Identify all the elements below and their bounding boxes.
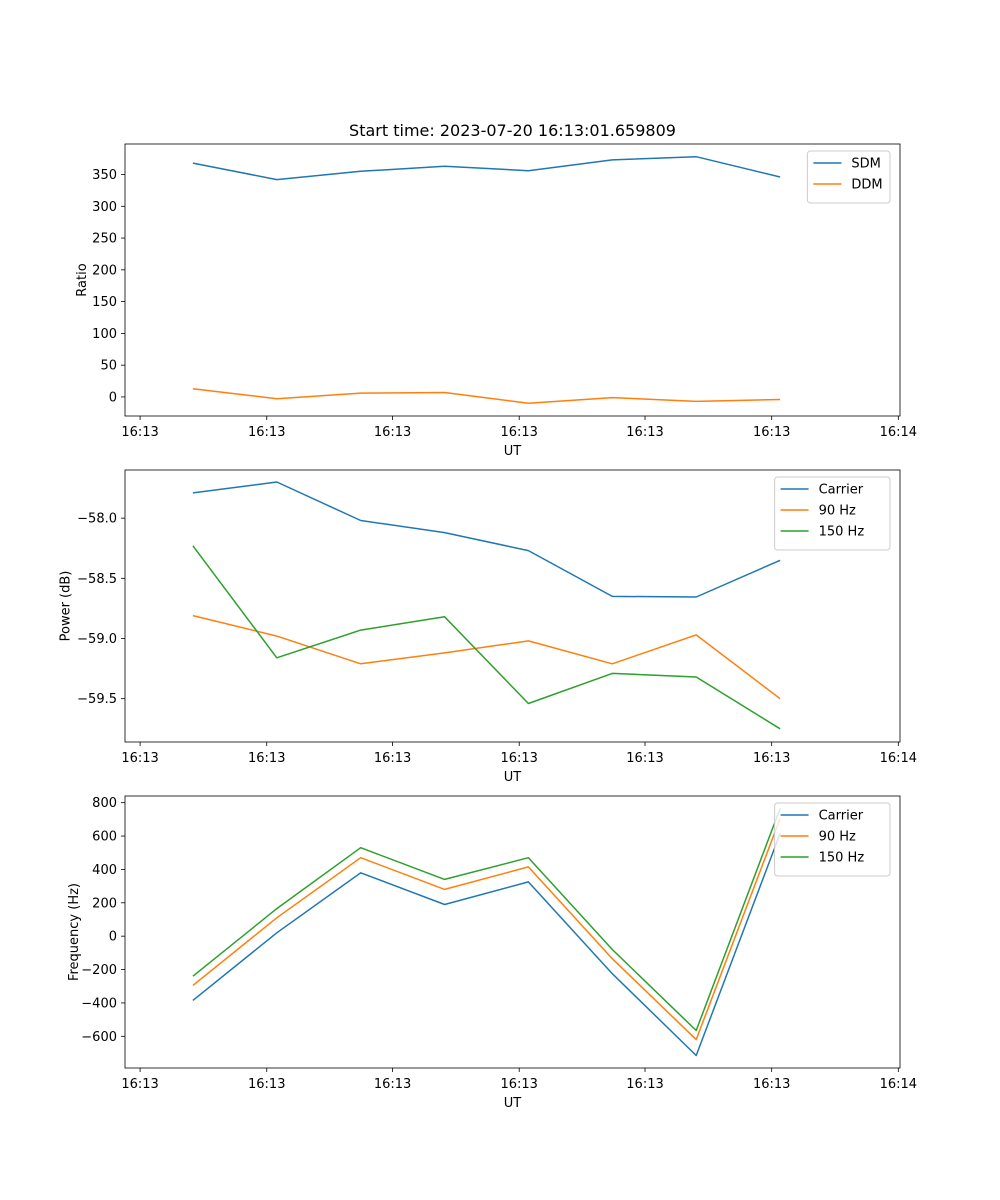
y-axis-label: Frequency (Hz) bbox=[67, 883, 82, 981]
y-tick-label: 0 bbox=[109, 930, 117, 945]
y-tick-label: 400 bbox=[92, 863, 117, 878]
x-tick-label: 16:13 bbox=[626, 425, 663, 440]
y-axis-label: Ratio bbox=[75, 263, 90, 296]
legend-label: 150 Hz bbox=[819, 851, 865, 866]
x-tick-label: 16:14 bbox=[880, 1077, 917, 1092]
x-tick-label: 16:13 bbox=[121, 751, 158, 766]
legend-label: 150 Hz bbox=[819, 525, 865, 540]
legend: SDM DDM bbox=[806, 150, 891, 204]
x-tick-label: 16:13 bbox=[374, 751, 411, 766]
series-line-ddm bbox=[192, 387, 781, 405]
series-line-carrier bbox=[192, 481, 781, 598]
x-tick-label: 16:13 bbox=[500, 751, 537, 766]
x-tick-label: 16:13 bbox=[626, 1077, 663, 1092]
series-line-sdm bbox=[192, 155, 781, 181]
x-tick-label: 16:13 bbox=[374, 1077, 411, 1092]
y-tick-label: −59.0 bbox=[77, 632, 117, 647]
y-tick-label: 250 bbox=[92, 232, 117, 247]
legend-label: Carrier bbox=[819, 809, 864, 824]
y-tick-label: −59.5 bbox=[77, 692, 117, 707]
plot-frame bbox=[124, 469, 901, 743]
x-tick-label: 16:13 bbox=[753, 425, 790, 440]
plot-frame bbox=[124, 795, 901, 1069]
y-tick-label: 150 bbox=[92, 295, 117, 310]
series-line-90-hz bbox=[192, 818, 781, 1041]
x-axis-label: UT bbox=[504, 444, 522, 459]
y-tick-label: 200 bbox=[92, 896, 117, 911]
plot-frame bbox=[124, 143, 901, 417]
y-tick-label: 200 bbox=[92, 263, 117, 278]
legend: Carrier 90 Hz 150 Hz bbox=[774, 476, 891, 551]
x-tick-label: 16:13 bbox=[121, 425, 158, 440]
y-tick-label: 300 bbox=[92, 200, 117, 215]
y-tick-label: 0 bbox=[109, 390, 117, 405]
y-tick-label: −600 bbox=[81, 1030, 117, 1045]
x-tick-label: 16:13 bbox=[500, 425, 537, 440]
chart-panel-1: 16:13 16:13 16:13 16:13 16:13 16:13 16:14 0 50 10… bbox=[75, 121, 917, 459]
y-tick-label: 350 bbox=[92, 168, 117, 183]
y-tick-label: 600 bbox=[92, 830, 117, 845]
legend-label: DDM bbox=[851, 178, 882, 193]
chart-title: Start time: 2023-07-20 16:13:01.659809 bbox=[349, 121, 676, 140]
x-tick-label: 16:14 bbox=[880, 425, 917, 440]
y-axis-label: Power (dB) bbox=[59, 571, 74, 642]
y-tick-label: −200 bbox=[81, 963, 117, 978]
y-tick-label: 50 bbox=[100, 359, 117, 374]
legend-box bbox=[806, 150, 891, 204]
x-tick-label: 16:13 bbox=[753, 1077, 790, 1092]
x-tick-label: 16:13 bbox=[248, 1077, 285, 1092]
x-tick-label: 16:13 bbox=[248, 751, 285, 766]
x-tick-label: 16:13 bbox=[121, 1077, 158, 1092]
series-line-90-hz bbox=[192, 614, 781, 700]
legend-label: 90 Hz bbox=[819, 830, 856, 845]
legend-label: Carrier bbox=[819, 483, 864, 498]
series-line-150-hz bbox=[192, 545, 781, 730]
y-tick-label: −58.5 bbox=[77, 572, 117, 587]
y-tick-label: −400 bbox=[81, 996, 117, 1011]
series-line-carrier bbox=[192, 833, 781, 1057]
y-tick-label: −58.0 bbox=[77, 512, 117, 527]
x-tick-label: 16:13 bbox=[500, 1077, 537, 1092]
legend-label: 90 Hz bbox=[819, 504, 856, 519]
x-tick-label: 16:13 bbox=[626, 751, 663, 766]
x-tick-label: 16:13 bbox=[753, 751, 790, 766]
chart-panel-3: 16:13 16:13 16:13 16:13 16:13 16:13 16:14 800 60… bbox=[67, 795, 917, 1111]
legend: Carrier 90 Hz 150 Hz bbox=[774, 802, 891, 877]
x-axis-label: UT bbox=[504, 1096, 522, 1111]
series-line-150-hz bbox=[192, 808, 781, 1032]
x-tick-label: 16:13 bbox=[374, 425, 411, 440]
legend-label: SDM bbox=[851, 157, 880, 172]
x-tick-label: 16:14 bbox=[880, 751, 917, 766]
x-axis-label: UT bbox=[504, 770, 522, 785]
chart-panel-2: 16:13 16:13 16:13 16:13 16:13 16:13 16:14 −58.0… bbox=[59, 469, 917, 785]
y-tick-label: 800 bbox=[92, 796, 117, 811]
x-tick-label: 16:13 bbox=[248, 425, 285, 440]
y-tick-label: 100 bbox=[92, 327, 117, 342]
